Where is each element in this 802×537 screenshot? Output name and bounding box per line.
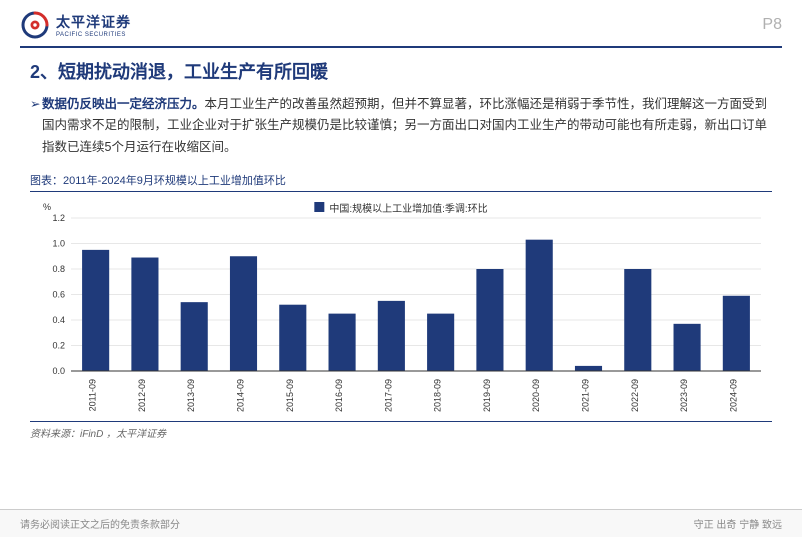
logo-icon: [20, 10, 50, 40]
svg-text:2018-09: 2018-09: [433, 379, 443, 412]
chart-block: 图表：2011年-2024年9月环规模以上工业增加值环比 中国:规模以上工业增加…: [30, 172, 772, 440]
svg-text:0.8: 0.8: [52, 264, 65, 274]
svg-text:2021-09: 2021-09: [581, 379, 591, 412]
page-footer: 请务必阅读正文之后的免责条款部分 守正 出奇 宁静 致远: [0, 509, 802, 537]
svg-text:2014-09: 2014-09: [236, 379, 246, 412]
chart-legend: 中国:规模以上工业增加值:季调:环比: [314, 200, 487, 215]
svg-text:0.4: 0.4: [52, 315, 65, 325]
body-paragraph: ➢ 数据仍反映出一定经济压力。本月工业生产的改善虽然超预期，但并不算显著，环比涨…: [30, 94, 772, 158]
svg-text:2011-09: 2011-09: [88, 379, 98, 411]
svg-text:1.2: 1.2: [52, 213, 65, 223]
logo-text-en: PACIFIC SECURITIES: [56, 32, 131, 38]
svg-text:2024-09: 2024-09: [728, 379, 738, 412]
logo-block: 太平洋证券 PACIFIC SECURITIES: [20, 10, 131, 40]
para-lead: 数据仍反映出一定经济压力。: [42, 97, 205, 111]
chart-area: 中国:规模以上工业增加值:季调:环比 0.0 0.2 0.4 0.6 0.8 1.0 1.2…: [30, 196, 772, 421]
main-content: 2、短期扰动消退，工业生产有所回暖 ➢ 数据仍反映出一定经济压力。本月工业生产的…: [0, 48, 802, 440]
page-number: P8: [762, 16, 782, 34]
svg-text:2016-09: 2016-09: [334, 379, 344, 412]
svg-text:2022-09: 2022-09: [630, 379, 640, 412]
svg-text:0.2: 0.2: [52, 340, 65, 350]
svg-text:2020-09: 2020-09: [531, 379, 541, 412]
logo-text-wrap: 太平洋证券 PACIFIC SECURITIES: [56, 12, 131, 38]
footer-right: 守正 出奇 宁静 致远: [694, 516, 782, 531]
chart-title: 图表：2011年-2024年9月环规模以上工业增加值环比: [30, 172, 286, 188]
svg-text:2012-09: 2012-09: [137, 379, 147, 412]
logo-text-cn: 太平洋证券: [56, 12, 131, 32]
svg-text:2015-09: 2015-09: [285, 379, 295, 412]
page-header: 太平洋证券 PACIFIC SECURITIES P8: [0, 0, 802, 46]
svg-text:0.0: 0.0: [52, 366, 65, 376]
legend-label: 中国:规模以上工业增加值:季调:环比: [329, 200, 487, 215]
svg-text:2019-09: 2019-09: [482, 379, 492, 412]
svg-text:2023-09: 2023-09: [679, 379, 689, 412]
bar-chart: 0.0 0.2 0.4 0.6 0.8 1.0 1.2% 2011-09 2012-09 2013…: [30, 196, 772, 421]
svg-text:0.6: 0.6: [52, 289, 65, 299]
svg-text:%: %: [43, 202, 51, 212]
footer-left: 请务必阅读正文之后的免责条款部分: [20, 516, 180, 531]
chart-source: 资料来源：iFinD ，太平洋证券: [30, 421, 772, 440]
svg-text:2013-09: 2013-09: [186, 379, 196, 412]
bullet-icon: ➢: [30, 94, 40, 115]
legend-swatch: [314, 202, 324, 212]
svg-text:1.0: 1.0: [52, 238, 65, 248]
svg-text:2017-09: 2017-09: [383, 379, 393, 412]
section-title: 2、短期扰动消退，工业生产有所回暖: [30, 58, 772, 84]
chart-title-row: 图表：2011年-2024年9月环规模以上工业增加值环比: [30, 172, 772, 192]
